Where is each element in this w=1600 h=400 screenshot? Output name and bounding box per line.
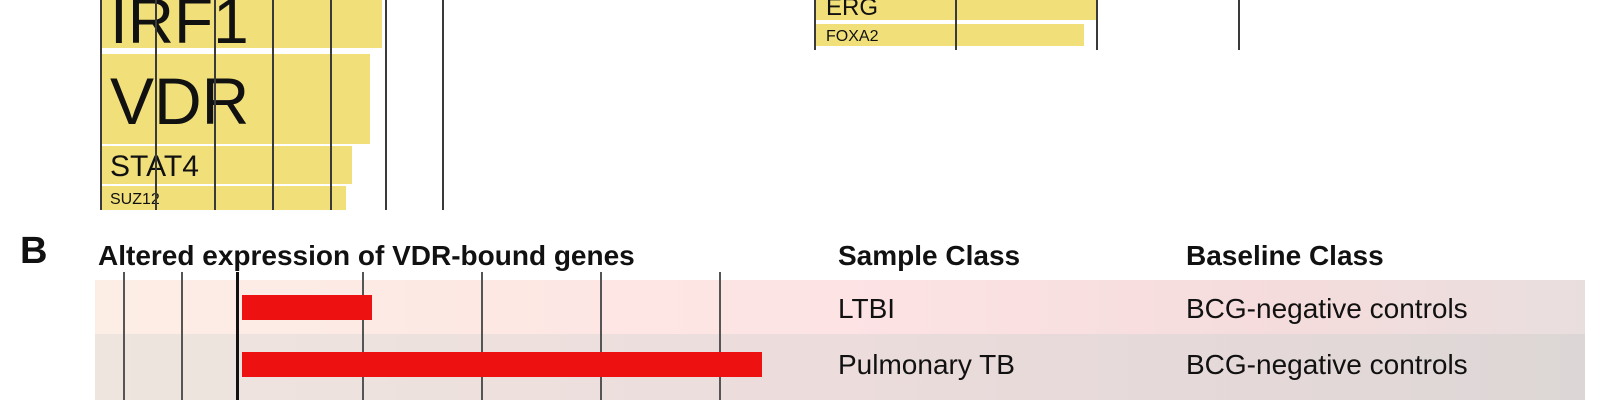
tf-bar-irf1 [100, 0, 382, 48]
tf-left-gridline [214, 0, 216, 210]
baseline-class-cell: BCG-negative controls [1186, 349, 1468, 380]
expression-bar-pulmonary-tb [242, 352, 762, 377]
expression-gridline [123, 272, 125, 400]
tf-label-foxa2: FOXA2 [826, 28, 879, 45]
expression-gridline [600, 272, 602, 400]
panel-b-title: Altered expression of VDR-bound genes [98, 240, 635, 271]
tf-right-gridline [814, 0, 816, 50]
tf-left-gridline [442, 0, 444, 210]
tf-left-gridline [385, 0, 387, 210]
panel-b-letter: B [20, 230, 48, 272]
expression-gridline [719, 272, 721, 400]
tf-left-gridline [155, 0, 157, 210]
tf-right-gridline [955, 0, 957, 50]
tf-bar-stat4 [100, 146, 352, 184]
tf-bar-vdr [100, 54, 370, 144]
expression-gridline [181, 272, 183, 400]
sample-class-cell: LTBI [838, 293, 896, 324]
expression-zero-axis [236, 272, 239, 400]
tf-bar-suz12 [100, 186, 346, 210]
expression-gridline [481, 272, 483, 400]
baseline-class-header: Baseline Class [1186, 240, 1384, 271]
tf-label-vdr: VDR [110, 64, 250, 138]
tf-label-stat4: STAT4 [110, 152, 199, 182]
tf-right-gridline [1096, 0, 1098, 50]
sample-class-header: Sample Class [838, 240, 1021, 271]
baseline-class-cell: BCG-negative controls [1186, 293, 1468, 324]
expression-gridline [362, 272, 364, 400]
tf-label-suz12: SUZ12 [110, 191, 160, 208]
tf-left-gridline [100, 0, 102, 210]
tf-label-erg: ERG [826, 0, 879, 21]
tf-bar-foxa2 [814, 24, 1084, 46]
expression-bar-ltbi [242, 295, 372, 320]
tf-right-gridline [1238, 0, 1240, 50]
tf-left-gridline [272, 0, 274, 210]
tf-left-gridline [330, 0, 332, 210]
tf-label-irf1: IRF1 [110, 0, 249, 57]
sample-class-cell: Pulmonary TB [838, 349, 1015, 380]
